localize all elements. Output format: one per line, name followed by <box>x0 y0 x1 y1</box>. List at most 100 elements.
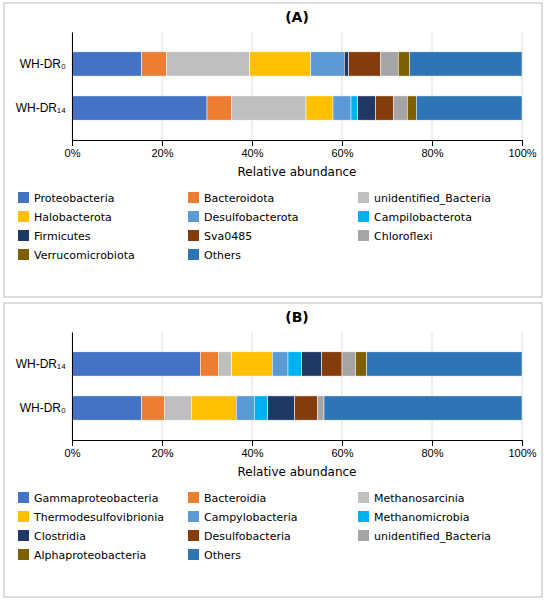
legend-swatch <box>18 211 29 222</box>
legend-label: Firmicutes <box>34 230 91 243</box>
legend-label: Bacteroidota <box>204 192 274 205</box>
legend-swatch <box>188 492 199 503</box>
grid-line <box>342 32 343 140</box>
x-axis: 0% 20% 40% 60% 80% 100% <box>65 140 537 159</box>
legend-label: Methanomicrobia <box>374 511 470 524</box>
legend-swatch <box>18 530 29 541</box>
bar-segment <box>72 96 207 120</box>
tick: 100% <box>508 440 536 459</box>
axis-line <box>72 333 73 441</box>
legend-item: Gammaproteobacteria <box>18 492 158 505</box>
legend-swatch <box>188 211 199 222</box>
legend: Proteobacteria Bacteroidota unidentified_B… <box>18 192 491 262</box>
legend-label: unidentified_Bacteria <box>374 530 491 543</box>
legend-swatch <box>18 192 29 203</box>
bar-segment <box>416 96 522 120</box>
tick-mark <box>522 140 523 146</box>
grid <box>72 32 522 140</box>
legend-swatch <box>18 549 29 560</box>
tick-label: 0% <box>65 447 81 459</box>
series <box>254 352 301 420</box>
tick-label: 20% <box>151 447 173 459</box>
legend-item: Campilobacterota <box>358 211 472 224</box>
grid-line <box>432 332 433 440</box>
tick-label: 60% <box>331 147 353 159</box>
figure: (A)0%20%40%60%80%100%WH-DR₁₄WH-DR₀Relati… <box>0 0 546 600</box>
legend-item: Clostridia <box>18 530 86 543</box>
tick: 20% <box>151 440 173 459</box>
legend: Gammaproteobacteria Bacteroidia Methanosar… <box>18 492 491 562</box>
tick: 0% <box>65 140 81 159</box>
bar-segment <box>232 352 273 376</box>
series <box>356 352 367 376</box>
bar-segment <box>200 352 218 376</box>
bars <box>72 352 522 420</box>
panel-border <box>4 3 542 297</box>
tick: 60% <box>331 140 353 159</box>
series <box>268 352 322 420</box>
legend-label: Others <box>204 549 241 562</box>
tick-label: WH-DR₀ <box>20 57 66 71</box>
legend-swatch <box>18 511 29 522</box>
bar-segment <box>72 52 142 76</box>
bar-segment <box>380 52 398 76</box>
tick-mark <box>72 440 73 446</box>
bar-segment <box>167 52 250 76</box>
tick-label: 20% <box>151 147 173 159</box>
bar-segment <box>295 396 318 420</box>
tick-label: 40% <box>241 147 263 159</box>
axis-line <box>72 33 73 141</box>
bar-segment <box>322 352 342 376</box>
tick-mark <box>522 440 523 446</box>
axis-line <box>73 441 523 447</box>
tick: 80% <box>421 140 443 159</box>
grid-line <box>72 32 73 140</box>
legend-item: Bacteroidota <box>188 192 274 205</box>
tick: 60% <box>331 440 353 459</box>
tick-mark <box>252 140 253 146</box>
series <box>311 52 352 120</box>
legend-label: Methanosarcinia <box>374 492 465 505</box>
tick-label: 80% <box>421 147 443 159</box>
y-axis: WH-DR₁₄WH-DR₀ <box>16 33 73 141</box>
legend-swatch <box>358 211 369 222</box>
tick-label: 100% <box>508 147 536 159</box>
legend-item: Others <box>188 549 241 562</box>
legend-item: Campylobacteria <box>188 511 298 524</box>
tick-mark <box>342 440 343 446</box>
legend-swatch <box>188 530 199 541</box>
bar-segment <box>407 96 416 120</box>
legend-swatch <box>358 230 369 241</box>
bar-segment <box>268 396 295 420</box>
tick-mark <box>252 440 253 446</box>
bar-segment <box>72 396 142 420</box>
grid <box>72 332 522 440</box>
title: (A) <box>285 9 309 25</box>
grid-line <box>252 32 253 140</box>
legend-item: Others <box>188 249 241 262</box>
legend-label: Bacteroidia <box>204 492 266 505</box>
legend-label: Gammaproteobacteria <box>34 492 158 505</box>
tick-mark <box>162 440 163 446</box>
legend-item: Bacteroidia <box>188 492 266 505</box>
bar-segment <box>367 352 522 376</box>
bar-segment <box>218 352 232 376</box>
tick-mark <box>342 140 343 146</box>
tick-mark <box>432 140 433 146</box>
tick-mark <box>162 140 163 146</box>
legend-item: Halobacterota <box>18 211 112 224</box>
legend-item: Chloroflexi <box>358 230 433 243</box>
tick: 20% <box>151 140 173 159</box>
legend-item: unidentified_Bacteria <box>358 192 491 205</box>
legend-item: Desulfobacterota <box>188 211 299 224</box>
bar-segment <box>398 52 409 76</box>
legend-item: Proteobacteria <box>18 192 114 205</box>
bar-segment <box>376 96 394 120</box>
tick-label: 80% <box>421 447 443 459</box>
grid-line <box>252 332 253 440</box>
grid-line <box>342 332 343 440</box>
tick-label: 0% <box>65 147 81 159</box>
bar-segment <box>207 96 232 120</box>
bars <box>72 52 522 120</box>
legend-label: Others <box>204 249 241 262</box>
